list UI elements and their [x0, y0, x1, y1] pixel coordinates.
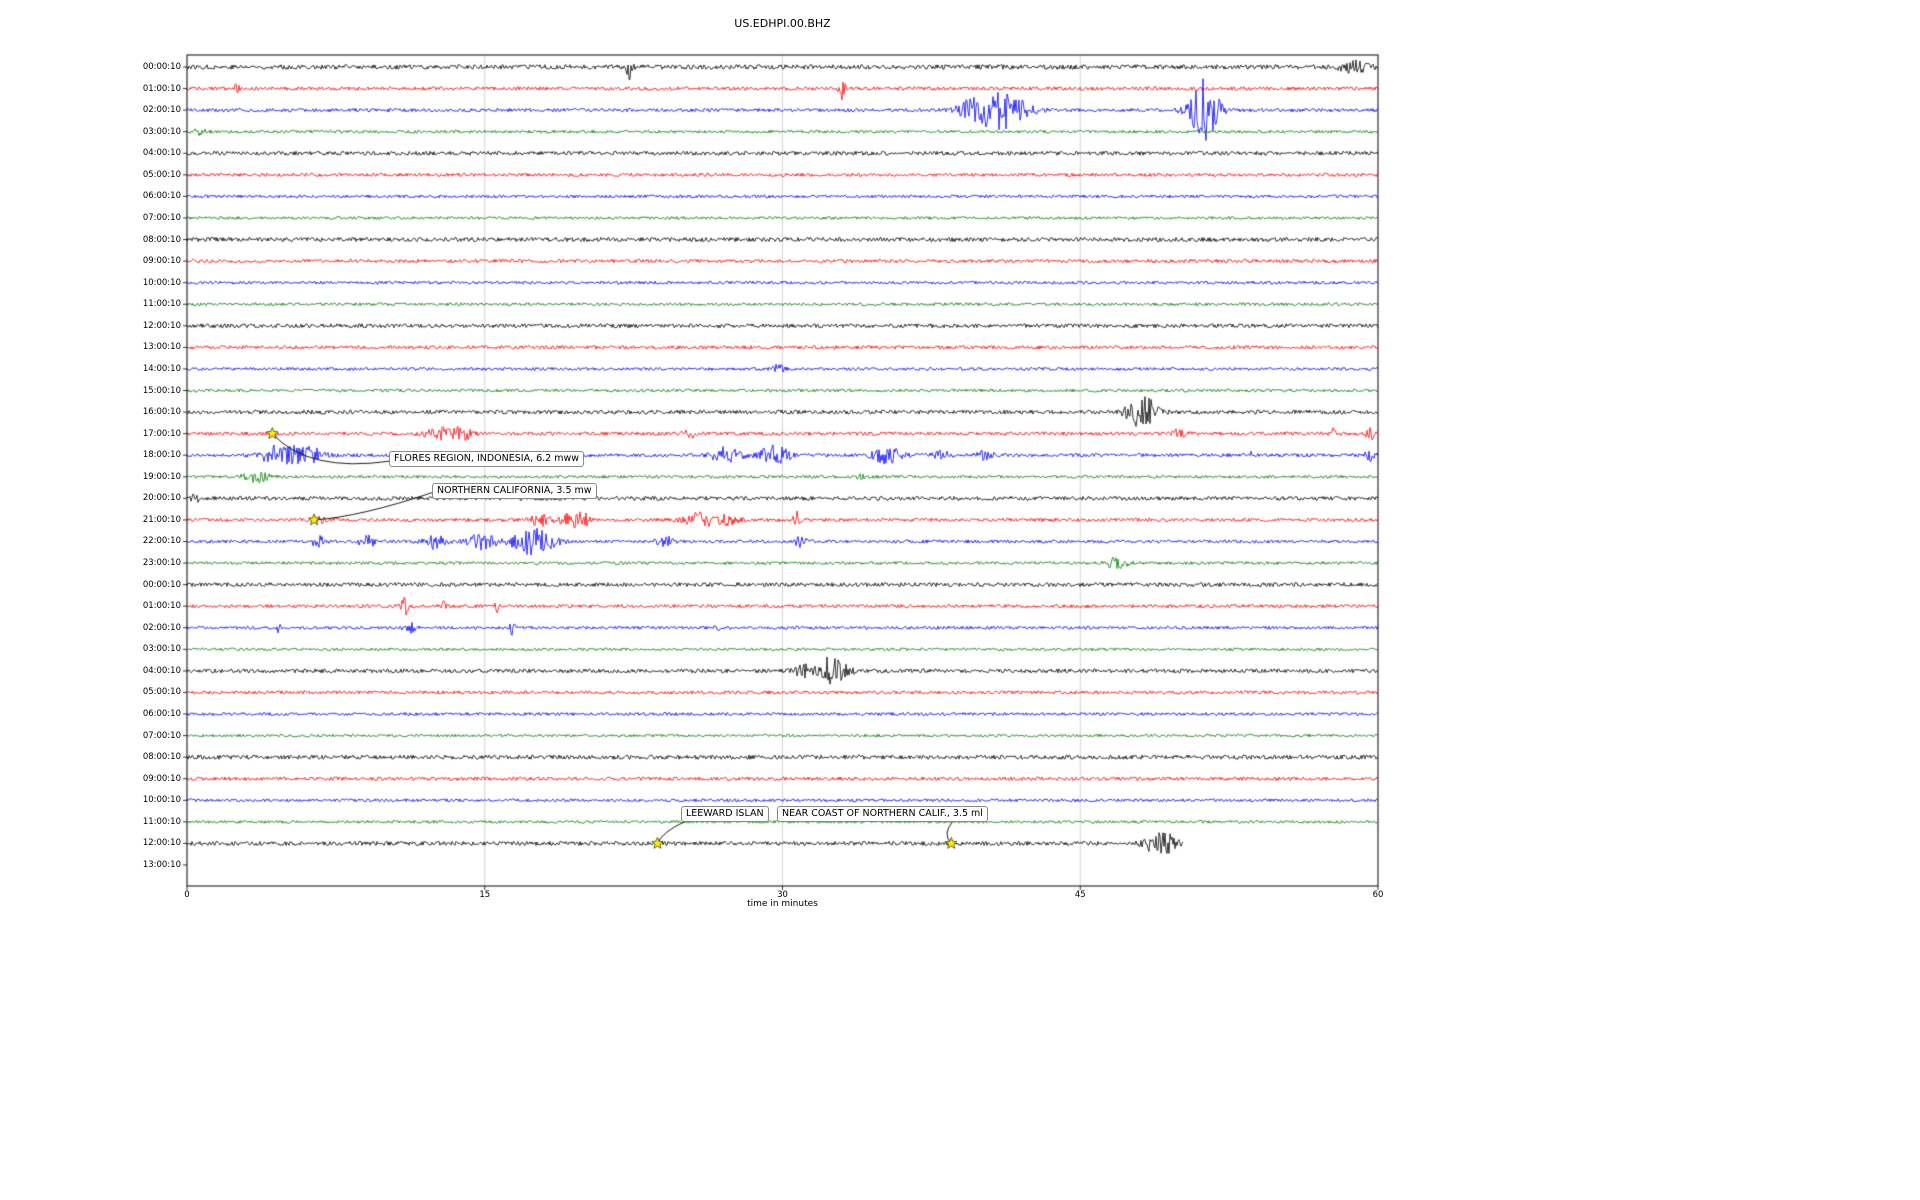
- row-time-label: 22:00:10: [142, 536, 181, 547]
- row-time-label: 09:00:10: [142, 773, 181, 784]
- row-time-label: 00:00:10: [142, 62, 181, 72]
- row-time-label: 05:00:10: [142, 169, 181, 180]
- event-annotation: FLORES REGION, INDONESIA, 6.2 mww: [389, 451, 585, 467]
- row-time-label: 14:00:10: [142, 363, 181, 374]
- row-time-label: 03:00:10: [142, 126, 181, 137]
- row-time-label: 03:00:10: [142, 644, 181, 655]
- row-time-label: 07:00:10: [142, 730, 181, 741]
- row-time-label: 08:00:10: [142, 234, 181, 245]
- row-time-label: 06:00:10: [142, 191, 181, 202]
- row-time-label: 07:00:10: [142, 212, 181, 223]
- row-time-label: 12:00:10: [142, 838, 181, 849]
- x-axis-label: time in minutes: [747, 899, 818, 909]
- row-time-label: 16:00:10: [142, 407, 181, 418]
- row-time-label: 02:00:10: [142, 105, 181, 116]
- row-time-label: 01:00:10: [142, 601, 181, 612]
- row-time-label: 06:00:10: [142, 709, 181, 720]
- row-time-label: 18:00:10: [142, 450, 181, 461]
- x-tick-label: 0: [184, 890, 190, 900]
- x-tick-label: 60: [1372, 890, 1384, 900]
- row-time-label: 13:00:10: [142, 342, 181, 353]
- row-time-label: 01:00:10: [142, 83, 181, 94]
- row-time-label: 15:00:10: [142, 385, 181, 396]
- event-annotation: NEAR COAST OF NORTHERN CALIF., 3.5 ml: [777, 806, 988, 822]
- row-time-label: 13:00:10: [142, 860, 181, 870]
- event-annotation: NORTHERN CALIFORNIA, 3.5 mw: [432, 483, 597, 499]
- row-time-label: 02:00:10: [142, 622, 181, 633]
- row-time-label: 10:00:10: [142, 795, 181, 806]
- row-time-label: 08:00:10: [142, 752, 181, 763]
- row-time-label: 05:00:10: [142, 687, 181, 698]
- row-time-label: 20:00:10: [142, 493, 181, 504]
- event-annotation: LEEWARD ISLAN: [681, 806, 769, 822]
- x-tick-label: 15: [479, 890, 491, 900]
- row-time-label: 00:00:10: [142, 579, 181, 590]
- row-time-label: 19:00:10: [142, 471, 181, 482]
- row-time-label: 11:00:10: [142, 816, 181, 827]
- row-time-label: 12:00:10: [142, 320, 181, 331]
- row-time-label: 09:00:10: [142, 256, 181, 267]
- row-time-label: 23:00:10: [142, 558, 181, 569]
- row-time-label: 10:00:10: [142, 277, 181, 288]
- row-time-label: 21:00:10: [142, 514, 181, 525]
- row-time-label: 17:00:10: [142, 428, 181, 439]
- x-tick-label: 30: [777, 890, 788, 900]
- x-tick-label: 45: [1074, 890, 1086, 900]
- plot-title: US.EDHPI.00.BHZ: [734, 17, 831, 30]
- row-time-label: 04:00:10: [142, 148, 181, 159]
- row-time-label: 11:00:10: [142, 299, 181, 310]
- row-time-label: 04:00:10: [142, 665, 181, 676]
